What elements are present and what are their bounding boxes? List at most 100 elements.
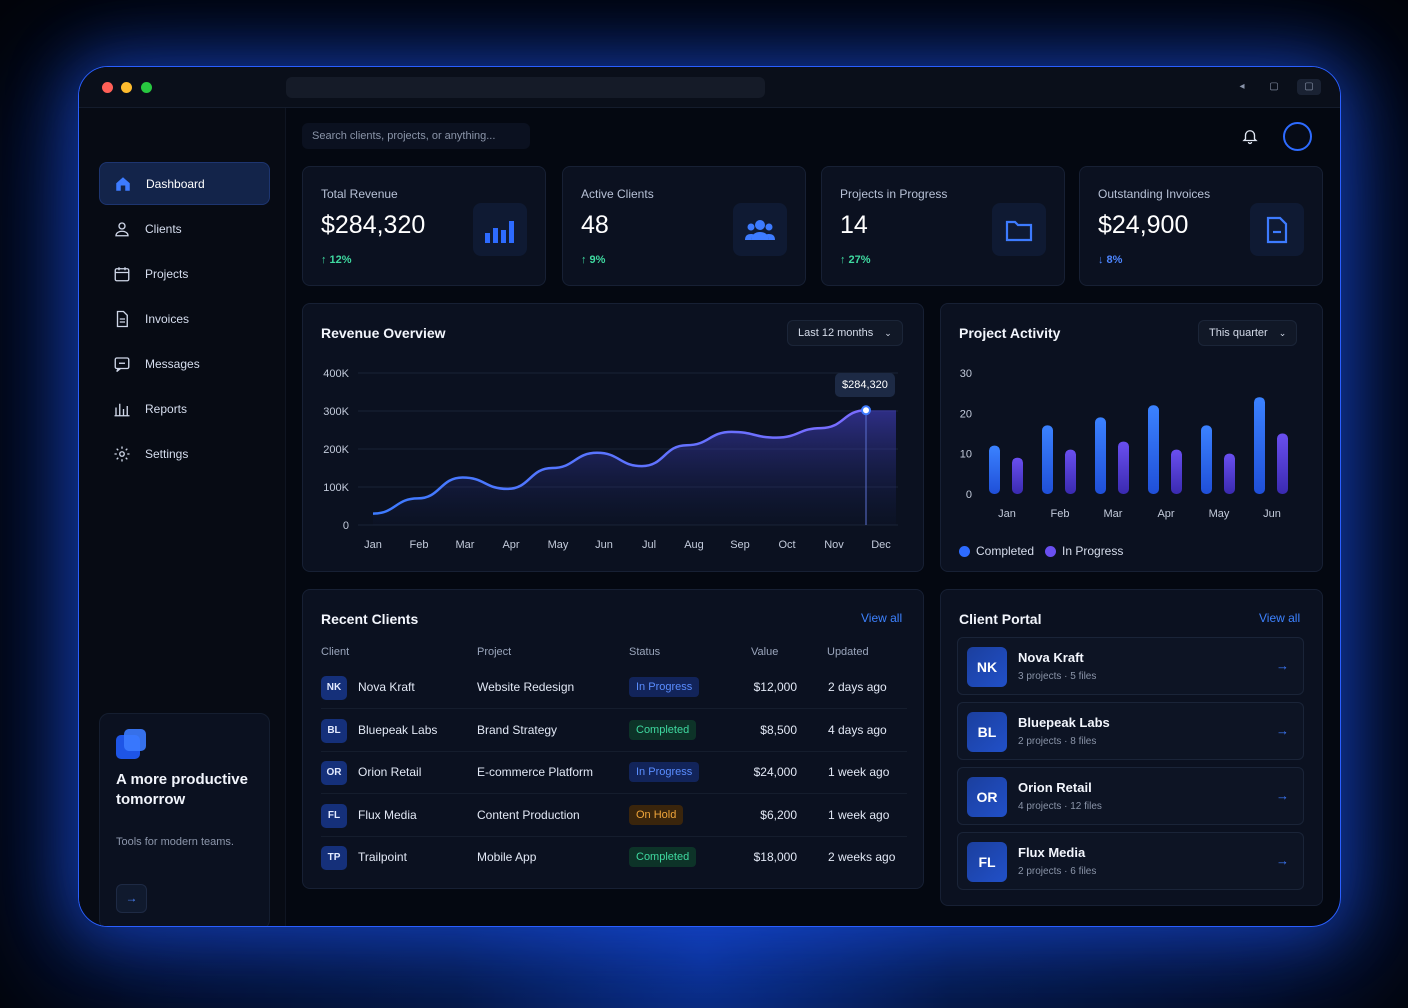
stat-value: $24,900	[1098, 211, 1189, 239]
view-all-link[interactable]: View all	[1259, 611, 1301, 625]
client-initials-badge: NK	[967, 647, 1007, 687]
x-tick-label: Sep	[730, 539, 750, 551]
status-badge: In Progress	[629, 677, 700, 697]
bar-in-progress	[1277, 433, 1288, 494]
sidebar-item-messages[interactable]: Messages	[99, 342, 270, 385]
x-tick-label: Feb	[410, 539, 429, 551]
x-tick-label: Oct	[778, 539, 795, 551]
portal-client-name: Nova Kraft	[1018, 650, 1084, 665]
portal-client-meta: 4 projects · 12 files	[1018, 801, 1102, 812]
column-header: Updated	[827, 646, 869, 658]
close-window-button[interactable]	[102, 82, 113, 93]
bar-completed	[1201, 425, 1212, 494]
arrow-right-icon[interactable]: →	[1276, 658, 1289, 673]
folder-icon	[992, 203, 1046, 256]
x-tick-label: Mar	[1104, 508, 1123, 520]
table-row[interactable]: BL Bluepeak Labs Brand Strategy Completed $8…	[321, 710, 907, 752]
back-icon[interactable]: ◂	[1239, 81, 1245, 92]
view-all-link[interactable]: View all	[861, 611, 903, 625]
project-value: $8,500	[760, 722, 797, 737]
table-row[interactable]: OR Orion Retail E-commerce Platform In Prog…	[321, 752, 907, 794]
stat-label: Projects in Progress	[840, 187, 948, 201]
portal-client-meta: 3 projects · 5 files	[1018, 671, 1097, 682]
stat-label: Outstanding Invoices	[1098, 187, 1211, 201]
revenue-range-dropdown[interactable]: Last 12 months ⌄	[787, 320, 903, 346]
activity-range-dropdown[interactable]: This quarter ⌄	[1198, 320, 1298, 346]
x-tick-label: Jan	[998, 508, 1016, 520]
column-header: Project	[477, 646, 512, 658]
sidebar-item-invoices[interactable]: Invoices	[99, 297, 270, 340]
promo-card: A more productive tomorrow Tools for mod…	[99, 713, 270, 926]
bell-icon[interactable]	[1241, 127, 1259, 145]
table-row[interactable]: FL Flux Media Content Production On Hold $6,…	[321, 795, 907, 837]
bar-completed	[1148, 405, 1159, 494]
avatar[interactable]	[1283, 122, 1312, 151]
panel-title: Recent Clients	[321, 611, 419, 627]
bar-in-progress	[1065, 449, 1076, 494]
x-tick-label: Apr	[502, 539, 519, 551]
portal-client-item[interactable]: OR Orion Retail 4 projects · 12 files →	[957, 767, 1304, 825]
window-icon[interactable]: ▢	[1297, 79, 1321, 95]
x-tick-label: May	[1209, 508, 1230, 520]
sidebar-item-label: Projects	[145, 266, 189, 281]
stat-card-projects: Projects in Progress 14 ↑ 27%	[821, 166, 1065, 286]
arrow-right-icon[interactable]: →	[1276, 788, 1289, 803]
invoice-icon	[1250, 203, 1304, 256]
x-tick-label: Aug	[684, 539, 704, 551]
stat-value: 48	[581, 211, 609, 239]
client-name: Orion Retail	[358, 765, 422, 779]
x-tick-label: Feb	[1051, 508, 1070, 520]
sidebar-item-clients[interactable]: Clients	[99, 207, 270, 250]
message-icon	[114, 356, 130, 372]
updated-time: 2 weeks ago	[828, 850, 896, 864]
dropdown-label: This quarter	[1209, 327, 1268, 339]
table-row[interactable]: NK Nova Kraft Website Redesign In Progress $…	[321, 667, 907, 709]
arrow-right-icon[interactable]: →	[1276, 853, 1289, 868]
y-tick-label: 0	[343, 520, 349, 532]
promo-arrow-button[interactable]: →	[116, 884, 147, 913]
x-tick-label: Mar	[456, 539, 475, 551]
sidebar-item-label: Messages	[145, 356, 200, 371]
bar-in-progress	[1118, 441, 1129, 494]
project-name: Website Redesign	[477, 680, 575, 694]
table-row[interactable]: TP Trailpoint Mobile App Completed $18,000 2 …	[321, 837, 907, 879]
client-initials-badge: FL	[967, 842, 1007, 882]
client-initials-badge: NK	[321, 676, 347, 700]
client-name: Bluepeak Labs	[358, 722, 438, 737]
sidebar-item-settings[interactable]: Settings	[99, 432, 270, 475]
minimize-window-button[interactable]	[121, 82, 132, 93]
sidebar-item-label: Reports	[145, 401, 188, 416]
address-bar[interactable]	[286, 77, 765, 98]
bar-in-progress	[1171, 449, 1182, 494]
legend-label: Completed	[976, 544, 1035, 558]
y-tick-label: 400K	[323, 368, 349, 380]
tab-icon[interactable]: ▢	[1269, 81, 1279, 92]
search-input[interactable]: Search clients, projects, or anything...	[302, 123, 530, 149]
stat-value: 14	[840, 211, 868, 239]
portal-client-item[interactable]: NK Nova Kraft 3 projects · 5 files →	[957, 637, 1304, 695]
x-tick-label: Jun	[595, 539, 613, 551]
stat-change: ↑ 27%	[840, 254, 871, 266]
arrow-right-icon[interactable]: →	[1276, 723, 1289, 738]
bar-completed	[1095, 417, 1106, 494]
portal-client-item[interactable]: FL Flux Media 2 projects · 6 files →	[957, 832, 1304, 890]
users-icon	[733, 203, 787, 256]
logo-icon	[116, 729, 146, 759]
sidebar-item-dashboard[interactable]: Dashboard	[99, 162, 270, 205]
data-point	[861, 405, 871, 416]
panel-title: Revenue Overview	[321, 325, 446, 341]
maximize-window-button[interactable]	[141, 82, 152, 93]
sidebar-item-label: Settings	[145, 446, 189, 461]
client-portal-panel: Client Portal View all NK Nova Kraft 3 pro…	[940, 589, 1323, 906]
sidebar-item-projects[interactable]: Projects	[99, 252, 270, 295]
portal-client-name: Flux Media	[1018, 845, 1086, 860]
client-initials-badge: FL	[321, 803, 347, 828]
legend-completed: Completed	[959, 544, 1034, 558]
project-value: $12,000	[753, 680, 797, 694]
portal-client-meta: 2 projects · 8 files	[1018, 736, 1097, 747]
portal-client-item[interactable]: BL Bluepeak Labs 2 projects · 8 files →	[957, 702, 1304, 760]
sidebar-item-reports[interactable]: Reports	[99, 387, 270, 430]
client-initials-badge: OR	[967, 777, 1007, 817]
panel-title: Project Activity	[959, 325, 1061, 341]
bar-chart-icon	[473, 203, 527, 256]
